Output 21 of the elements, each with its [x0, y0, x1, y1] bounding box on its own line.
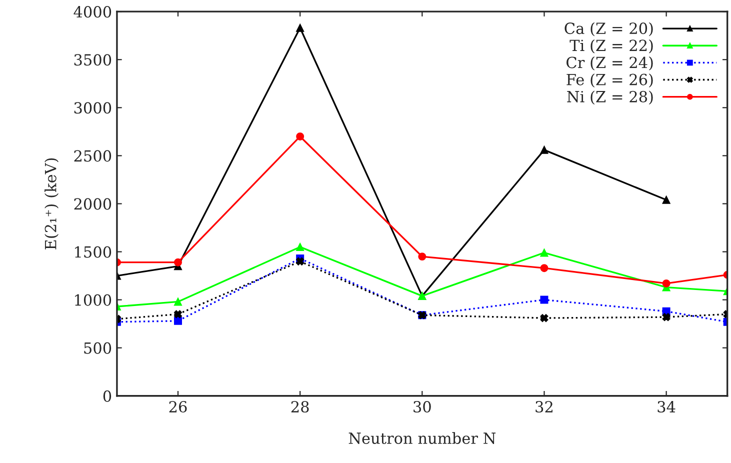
legend-label: Ti (Z = 22) — [570, 39, 653, 54]
y-tick-label: 500 — [84, 342, 112, 354]
y-tick-label: 1500 — [75, 246, 112, 258]
legend-label: Fe (Z = 26) — [566, 74, 653, 88]
y-tick-label: 2500 — [74, 150, 112, 162]
x-tick-label: 28 — [291, 400, 309, 413]
x-tick-label: 32 — [536, 400, 552, 413]
y-tick-label: 3000 — [74, 102, 112, 114]
legend-label: Cr (Z = 24) — [566, 56, 653, 70]
y-tick-label: 2000 — [74, 198, 112, 210]
y-tick-label: 0 — [103, 390, 112, 402]
y-tick-label: 3500 — [74, 54, 112, 66]
x-tick-label: 30 — [414, 400, 431, 413]
legend-label: Ca (Z = 20) — [564, 22, 653, 36]
x-axis-title: Neutron number N — [348, 432, 496, 444]
legend-label: Ni (Z = 28) — [567, 90, 653, 105]
x-tick-label: 26 — [169, 400, 187, 413]
x-tick-label: 34 — [658, 400, 676, 413]
y-axis-title: E(2₁⁺) (keV) — [44, 158, 59, 250]
y-tick-label: 1000 — [75, 294, 112, 306]
y-tick-label: 4000 — [74, 6, 112, 18]
